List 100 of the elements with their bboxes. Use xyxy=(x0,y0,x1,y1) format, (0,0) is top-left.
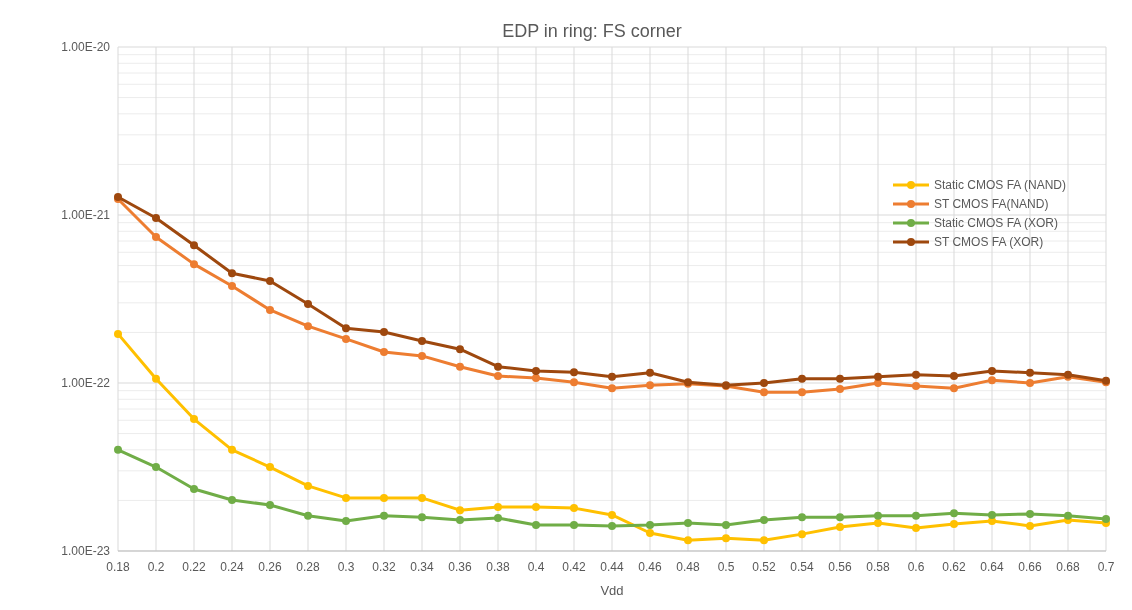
legend-label: Static CMOS FA (XOR) xyxy=(934,216,1059,230)
y-tick-label: 1.00E-22 xyxy=(61,376,111,390)
point xyxy=(722,534,730,543)
point xyxy=(950,519,958,528)
point xyxy=(988,510,996,519)
point xyxy=(304,300,312,309)
point xyxy=(228,445,236,454)
point xyxy=(798,530,806,539)
point xyxy=(912,511,920,520)
point xyxy=(304,481,312,490)
x-tick-label: 0.2 xyxy=(147,560,165,574)
point xyxy=(608,510,616,519)
point xyxy=(228,496,236,505)
point xyxy=(798,513,806,522)
point xyxy=(190,260,198,269)
x-tick-label: 0.6 xyxy=(907,560,925,574)
point xyxy=(646,381,654,390)
point xyxy=(152,463,160,472)
point xyxy=(152,232,160,241)
point xyxy=(684,518,692,527)
point xyxy=(190,241,198,250)
legend-label: Static CMOS FA (NAND) xyxy=(934,178,1067,192)
x-tick-label: 0.52 xyxy=(752,560,776,574)
x-tick-label: 0.42 xyxy=(562,560,586,574)
point xyxy=(418,493,426,502)
point xyxy=(304,322,312,331)
point xyxy=(722,520,730,529)
point xyxy=(532,374,540,383)
x-tick-label: 0.36 xyxy=(448,560,472,574)
point xyxy=(152,374,160,383)
point xyxy=(570,520,578,529)
x-tick-label: 0.54 xyxy=(790,560,814,574)
point xyxy=(760,515,768,524)
point xyxy=(1026,379,1034,387)
point xyxy=(836,374,844,383)
point xyxy=(836,522,844,531)
point xyxy=(836,513,844,522)
y-tick-label: 1.00E-21 xyxy=(61,208,111,222)
point xyxy=(342,493,350,502)
x-tick-label: 0.66 xyxy=(1018,560,1042,574)
point xyxy=(456,345,464,354)
point xyxy=(608,384,616,393)
point xyxy=(456,362,464,371)
x-tick-label: 0.18 xyxy=(106,560,130,574)
point xyxy=(190,415,198,424)
x-tick-label: 0.34 xyxy=(410,560,434,574)
point xyxy=(1064,511,1072,520)
point xyxy=(950,372,958,381)
point xyxy=(418,336,426,345)
point xyxy=(114,445,122,454)
point xyxy=(532,502,540,511)
point xyxy=(988,376,996,385)
point xyxy=(190,484,198,493)
point xyxy=(380,511,388,520)
point xyxy=(342,334,350,343)
x-tick-label: 0.58 xyxy=(866,560,890,574)
point xyxy=(950,509,958,518)
point xyxy=(418,351,426,360)
point xyxy=(760,536,768,545)
x-tick-label: 0.68 xyxy=(1056,560,1080,574)
point xyxy=(418,513,426,522)
point xyxy=(456,515,464,524)
x-tick-label: 0.22 xyxy=(182,560,206,574)
point xyxy=(912,381,920,390)
point xyxy=(684,536,692,545)
x-tick-label: 0.24 xyxy=(220,560,244,574)
x-tick-label: 0.48 xyxy=(676,560,700,574)
x-tick-label: 0.3 xyxy=(337,560,355,574)
point xyxy=(912,370,920,379)
legend-label: ST CMOS FA (XOR) xyxy=(934,235,1044,249)
point xyxy=(1026,510,1034,519)
point xyxy=(228,281,236,290)
point xyxy=(266,276,274,285)
point xyxy=(608,372,616,381)
point xyxy=(874,372,882,381)
point xyxy=(532,366,540,375)
point xyxy=(798,374,806,383)
point xyxy=(532,520,540,529)
point xyxy=(304,511,312,520)
point xyxy=(494,362,502,371)
y-tick-label: 1.00E-23 xyxy=(61,544,111,558)
point xyxy=(646,368,654,377)
point xyxy=(342,516,350,525)
point xyxy=(874,511,882,520)
x-tick-label: 0.62 xyxy=(942,560,966,574)
point xyxy=(1026,521,1034,530)
point xyxy=(342,324,350,333)
x-tick-label: 0.38 xyxy=(486,560,510,574)
point xyxy=(266,500,274,509)
point xyxy=(228,269,236,278)
legend-label: ST CMOS FA(NAND) xyxy=(934,197,1049,211)
x-tick-label: 0.5 xyxy=(717,560,735,574)
point xyxy=(380,347,388,356)
point xyxy=(570,378,578,387)
point xyxy=(988,366,996,375)
x-tick-label: 0.7 xyxy=(1097,560,1115,574)
point xyxy=(798,388,806,397)
y-tick-label: 1.00E-20 xyxy=(61,40,111,54)
point xyxy=(380,328,388,337)
x-tick-label: 0.32 xyxy=(372,560,396,574)
